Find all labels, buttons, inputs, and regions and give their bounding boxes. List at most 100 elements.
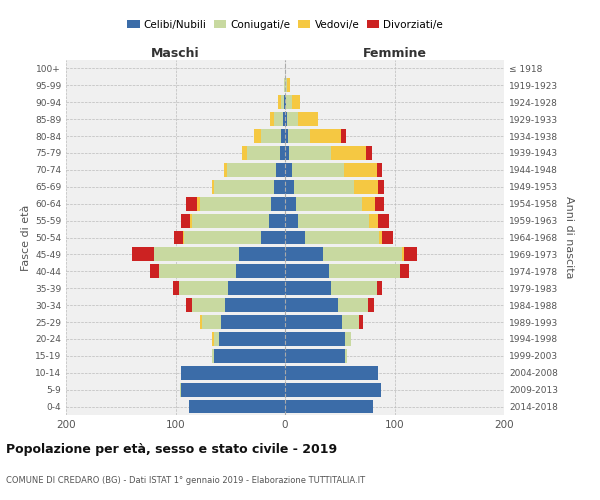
Bar [261,230,285,244]
Bar [221,315,285,329]
Bar [212,349,214,363]
Bar [187,197,197,210]
Bar [400,264,409,278]
Bar [192,298,225,312]
Bar [286,96,292,109]
Bar [345,349,347,363]
Bar [239,248,285,262]
Bar [175,230,183,244]
Bar [285,366,378,380]
Bar [329,264,400,278]
Bar [192,214,269,228]
Bar [354,180,378,194]
Y-axis label: Fasce di età: Fasce di età [21,204,31,270]
Bar [187,298,192,312]
Bar [154,248,239,262]
Legend: Celibi/Nubili, Coniugati/e, Vedovi/e, Divorziati/e: Celibi/Nubili, Coniugati/e, Vedovi/e, Di… [123,16,447,34]
Bar [305,230,379,244]
Bar [181,382,285,396]
Bar [370,214,378,228]
Bar [200,197,271,210]
Bar [274,112,283,126]
Bar [271,197,285,210]
Bar [202,315,221,329]
Bar [228,282,285,295]
Bar [404,248,418,262]
Bar [281,129,285,143]
Bar [227,163,276,177]
Bar [284,96,285,109]
Bar [287,78,290,92]
Bar [285,214,298,228]
Bar [366,146,371,160]
Bar [181,214,190,228]
Bar [344,163,377,177]
Bar [378,180,383,194]
Bar [212,180,214,194]
Bar [281,96,284,109]
Bar [285,282,331,295]
Bar [285,315,342,329]
Bar [236,264,285,278]
Bar [269,214,285,228]
Bar [269,112,274,126]
Bar [377,282,382,295]
Bar [285,248,323,262]
Bar [402,248,404,262]
Bar [190,214,192,228]
Bar [292,163,344,177]
Bar [285,112,287,126]
Bar [382,230,394,244]
Bar [173,282,179,295]
Bar [276,163,285,177]
Bar [285,146,289,160]
Bar [242,146,247,160]
Bar [280,146,285,160]
Bar [183,230,184,244]
Bar [284,78,285,92]
Bar [378,214,389,228]
Bar [377,163,382,177]
Bar [225,298,285,312]
Bar [214,332,220,346]
Bar [278,96,281,109]
Bar [379,230,382,244]
Bar [285,163,292,177]
Bar [298,112,318,126]
Bar [285,230,305,244]
Bar [345,332,351,346]
Bar [285,400,373,413]
Bar [285,298,338,312]
Bar [184,230,261,244]
Bar [181,366,285,380]
Text: Femmine: Femmine [362,47,427,60]
Bar [285,382,382,396]
Bar [285,264,329,278]
Bar [310,129,341,143]
Bar [285,197,296,210]
Bar [342,315,359,329]
Bar [212,332,214,346]
Bar [247,146,280,160]
Bar [200,315,202,329]
Bar [224,163,227,177]
Bar [331,146,366,160]
Bar [362,197,375,210]
Bar [283,112,285,126]
Bar [214,180,274,194]
Y-axis label: Anni di nascita: Anni di nascita [563,196,574,279]
Bar [338,298,368,312]
Bar [179,282,228,295]
Bar [261,129,281,143]
Text: Popolazione per età, sesso e stato civile - 2019: Popolazione per età, sesso e stato civil… [6,442,337,456]
Bar [359,315,363,329]
Text: COMUNE DI CREDARO (BG) - Dati ISTAT 1° gennaio 2019 - Elaborazione TUTTITALIA.IT: COMUNE DI CREDARO (BG) - Dati ISTAT 1° g… [6,476,365,485]
Bar [285,78,287,92]
Bar [288,129,310,143]
Bar [294,180,354,194]
Bar [220,332,285,346]
Bar [274,180,285,194]
Bar [285,180,294,194]
Bar [180,382,181,396]
Bar [132,248,154,262]
